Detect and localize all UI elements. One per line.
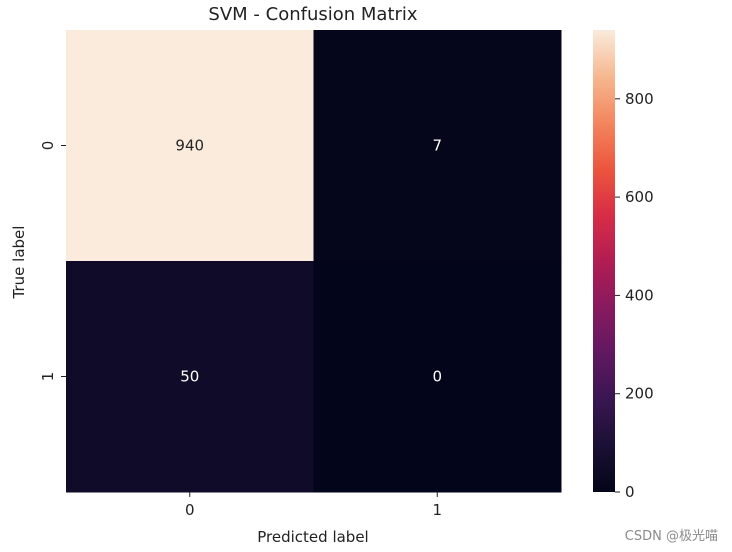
heatmap-cell-labels: 940 7 50 0 <box>175 137 442 386</box>
x-axis-label: Predicted label <box>257 528 368 546</box>
heatmap-cells <box>66 30 562 493</box>
colorbar-tick-label-1: 200 <box>625 385 654 403</box>
colorbar-tick-label-4: 800 <box>625 90 654 108</box>
chart-title: SVM - Confusion Matrix <box>208 4 417 25</box>
colorbar-tick-label-3: 600 <box>625 188 654 206</box>
y-tick-label-0: 0 <box>39 141 57 151</box>
cell-value-1-1: 0 <box>432 368 442 386</box>
x-tick-label-1: 1 <box>432 501 442 519</box>
cell-value-1-0: 50 <box>180 368 199 386</box>
colorbar-tick-label-2: 400 <box>625 286 654 304</box>
x-tick-label-0: 0 <box>185 501 195 519</box>
heatmap-cell-0-0 <box>66 30 314 262</box>
y-tick-label-1: 1 <box>39 372 57 382</box>
heatmap-cell-1-0 <box>66 261 314 493</box>
heatmap-cell-1-1 <box>313 261 562 493</box>
colorbar-ticks: 0 200 400 600 800 <box>615 90 654 501</box>
colorbar <box>593 30 615 492</box>
heatmap-cell-0-1 <box>313 30 562 262</box>
cell-value-0-0: 940 <box>175 137 204 155</box>
watermark: CSDN @极光喵 <box>624 529 718 544</box>
colorbar-tick-label-0: 0 <box>625 483 635 501</box>
y-axis-label: True label <box>10 226 28 300</box>
y-axis: 01 <box>39 141 66 382</box>
cell-value-0-1: 7 <box>432 137 442 155</box>
